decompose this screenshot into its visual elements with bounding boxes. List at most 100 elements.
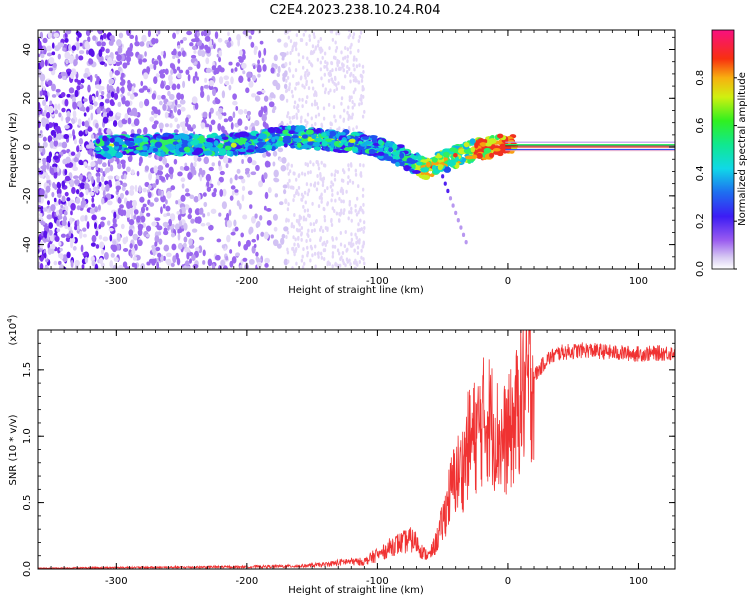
spectrogram-tail-point	[459, 225, 463, 230]
spectrogram-noise-point	[300, 75, 303, 80]
spectrogram-noise-point	[344, 55, 347, 60]
spectrogram-noise-point	[53, 260, 58, 266]
spectrogram-ridge-point	[416, 161, 423, 166]
spectrogram-noise-point	[333, 88, 336, 93]
spectrogram-noise-point	[202, 192, 207, 197]
spectrogram-noise-point	[286, 51, 289, 56]
spectrogram-noise-point	[342, 211, 345, 216]
spectrogram-ridge-point	[115, 152, 123, 159]
spectrogram-ridge-point	[95, 138, 101, 144]
spectrogram-noise-point	[286, 230, 290, 235]
spectrogram-ridge-point	[154, 141, 163, 148]
spectrogram-noise-point	[222, 265, 228, 269]
spectrogram-noise-point	[120, 223, 125, 230]
spectrogram-noise-point	[312, 31, 316, 36]
spectrogram-noise-point	[326, 186, 329, 191]
spectrogram-noise-point	[174, 223, 180, 231]
spectrogram-ridge-point	[413, 155, 418, 161]
spectrogram-noise-point	[177, 213, 182, 221]
spectrogram-noise-point	[288, 61, 292, 66]
spectrogram-ridge-point	[122, 150, 127, 156]
spectrogram-noise-point	[157, 30, 161, 35]
spectrogram-noise-point	[189, 42, 194, 47]
spectrogram-noise-point	[202, 249, 206, 257]
spectrogram-noise-point	[311, 86, 315, 91]
spectrogram-noise-point	[310, 102, 314, 107]
spectrogram-noise-point	[181, 121, 187, 128]
spectrogram-noise-point	[49, 100, 53, 105]
spectrogram-noise-point	[60, 91, 66, 98]
spectrogram-noise-point	[273, 178, 280, 183]
spectrogram-noise-point	[192, 75, 196, 84]
spectrogram-noise-point	[326, 227, 329, 232]
spectrogram-noise-point	[302, 204, 305, 209]
spectrogram-ridge-point	[307, 136, 313, 142]
spectrogram-noise-point	[78, 159, 83, 165]
spectrogram-noise-point	[351, 105, 354, 110]
spectrogram-noise-point	[65, 30, 72, 35]
spectrogram-ridge-point	[234, 145, 243, 150]
spectrogram-noise-point	[133, 214, 137, 220]
spectrogram-noise-point	[297, 81, 300, 86]
spectrogram-noise-point	[312, 222, 316, 227]
spectrogram-noise-point	[309, 222, 312, 227]
spectrogram-noise-point	[264, 191, 269, 200]
spectrogram-noise-point	[292, 74, 295, 79]
spectrogram-noise-point	[55, 125, 61, 134]
spectrogram-noise-point	[319, 67, 323, 72]
spectrogram-noise-point	[69, 237, 76, 244]
spectrogram-noise-point	[318, 195, 322, 200]
spectrogram-ridge-point	[485, 142, 492, 147]
spectrogram-ridge-point	[245, 132, 250, 137]
spectrogram-noise-point	[177, 171, 183, 177]
spectrogram-noise-point	[134, 184, 138, 192]
spectrogram-noise-point	[217, 123, 222, 131]
spectrogram-noise-point	[153, 258, 157, 264]
spectrogram-noise-point	[250, 30, 255, 35]
spectrogram-noise-point	[122, 261, 128, 268]
spectrogram-noise-point	[307, 188, 311, 193]
spectrogram-noise-point	[358, 260, 361, 265]
spectrogram-noise-point	[206, 94, 210, 102]
spectrogram-noise-point	[117, 207, 122, 216]
spectrogram-noise-point	[228, 61, 233, 66]
spectrogram-noise-point	[86, 49, 89, 55]
spectrogram-noise-point	[210, 208, 217, 214]
spectrogram-noise-point	[265, 208, 272, 212]
spectrogram-noise-point	[286, 111, 290, 116]
spectrogram-noise-point	[229, 177, 233, 184]
spectrogram-noise-point	[177, 198, 182, 206]
spectrogram-noise-point	[333, 208, 336, 213]
spectrogram-noise-point	[202, 111, 208, 118]
spectrogram-ridge-point	[431, 164, 437, 171]
spectrogram-noise-point	[75, 42, 80, 51]
spectrogram-noise-point	[300, 38, 304, 43]
spectrogram-noise-point	[185, 117, 189, 124]
spectrogram-noise-point	[63, 215, 67, 221]
spectrogram-noise-point	[295, 81, 298, 86]
spectrogram-noise-point	[162, 157, 168, 165]
spectrogram-noise-point	[310, 116, 313, 121]
spectrogram-noise-point	[287, 171, 290, 176]
spectrogram-noise-point	[297, 244, 300, 249]
spectrogram-noise-point	[307, 86, 311, 91]
spectrogram-noise-point	[334, 40, 337, 45]
spectrogram-noise-point	[183, 165, 190, 171]
spectrogram-ridge-point	[217, 144, 224, 149]
spectrogram-noise-point	[73, 59, 78, 64]
snr-series-line	[38, 330, 675, 569]
spectrogram-noise-point	[51, 42, 55, 49]
snr-x-ticks: -300 -200 -100 0 100	[50, 330, 665, 587]
spectrogram-noise-point	[323, 207, 326, 212]
spectrogram-noise-point	[329, 121, 332, 126]
spectrogram-noise-point	[243, 108, 248, 115]
spectrogram-noise-point	[313, 251, 317, 256]
spectrogram-noise-point	[258, 50, 262, 59]
spectrogram-noise-point	[301, 65, 305, 70]
spectrogram-noise-point	[101, 175, 105, 183]
spectrogram-noise-point	[76, 145, 80, 153]
spectrogram-noise-point	[58, 154, 61, 159]
spectrogram-noise-point	[242, 257, 248, 262]
